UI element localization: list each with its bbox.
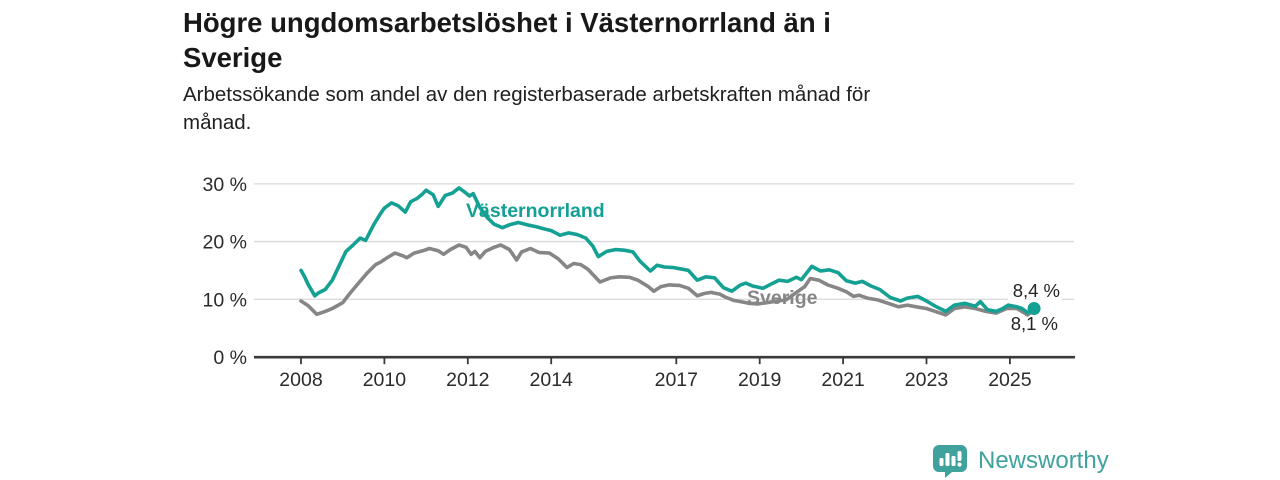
brand-name: Newsworthy <box>978 447 1109 474</box>
y-axis-tick-label: 10 % <box>203 289 247 311</box>
series-line-västernorrland <box>299 186 1036 315</box>
series-line-sverige <box>299 243 1036 317</box>
x-axis-tick-label: 2019 <box>738 369 781 391</box>
bar-chart-speech-bubble-icon <box>933 445 967 478</box>
chart-header: Högre ungdomsarbetslöshet i Västernorrla… <box>183 5 1193 137</box>
newsworthy-logo: Newsworthy <box>932 444 1109 478</box>
end-value-label-vasternorrland: 8,4 % <box>1008 280 1062 302</box>
y-axis-tick-label: 30 % <box>203 174 247 196</box>
x-axis-tick-label: 2025 <box>988 369 1032 391</box>
series-end-dot <box>1027 302 1041 316</box>
y-axis-tick-label: 0 % <box>213 347 247 369</box>
series-label-sverige: Sverige <box>747 287 818 309</box>
chart-title: Högre ungdomsarbetslöshet i Västernorrla… <box>183 7 831 73</box>
chart-subtitle: Arbetssökande som andel av den registerb… <box>183 83 871 134</box>
y-axis-tick-label: 20 % <box>203 232 247 254</box>
end-value-label-sverige: 8,1 % <box>1010 313 1058 334</box>
x-axis-tick-label: 2021 <box>821 369 864 391</box>
x-axis-tick-label: 2023 <box>905 369 948 391</box>
x-axis-tick-label: 2017 <box>655 369 698 391</box>
x-axis-tick-label: 2012 <box>446 369 489 391</box>
x-axis-tick-label: 2010 <box>363 369 407 391</box>
series-label-vasternorrland: Västernorrland <box>466 200 605 222</box>
x-axis-tick-label: 2014 <box>530 369 574 391</box>
x-axis-tick-label: 2008 <box>279 369 322 391</box>
